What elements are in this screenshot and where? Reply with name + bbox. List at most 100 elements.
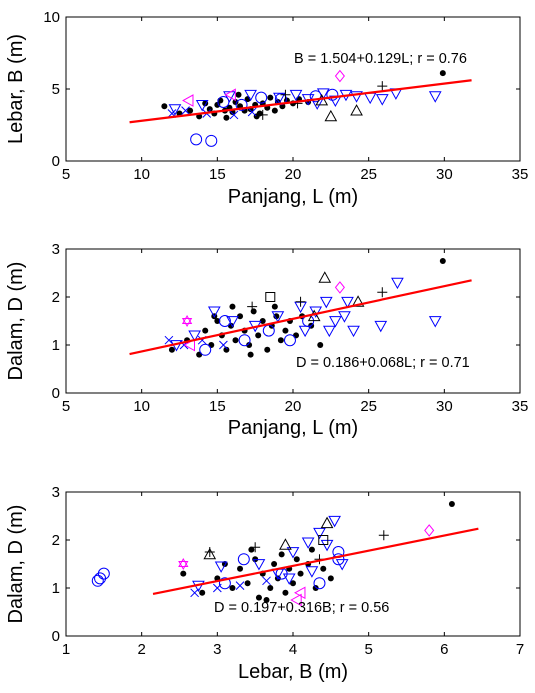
data-point-triangle-down <box>301 537 315 549</box>
data-point-triangle-left <box>290 593 302 607</box>
data-point-triangle-down <box>374 320 388 333</box>
data-point-triangle-down <box>226 316 239 328</box>
data-point-triangle-up <box>350 104 363 116</box>
data-point-triangle-down <box>316 88 330 100</box>
data-point-triangle-down <box>252 559 266 571</box>
data-point-dot <box>208 342 215 348</box>
y-tick-label: 2 <box>52 289 60 306</box>
regression-equation: B = 1.504+0.129L; r = 0.76 <box>294 51 467 67</box>
data-point-x <box>164 335 174 345</box>
data-point-dot <box>278 551 285 558</box>
data-point-triangle-down <box>319 296 333 309</box>
x-tick-label: 15 <box>209 166 226 183</box>
data-point-circle <box>238 334 251 347</box>
data-point-circle <box>94 572 107 585</box>
data-point-triangle-down <box>428 316 442 328</box>
data-point-triangle-down <box>341 296 354 309</box>
y-tick-label: 5 <box>52 81 60 98</box>
data-point-dot <box>214 318 221 324</box>
data-point-dot <box>297 570 304 577</box>
data-point-dot <box>229 303 236 310</box>
regression-line <box>129 79 472 124</box>
x-tick-label: 10 <box>133 166 150 183</box>
data-marks <box>129 258 472 358</box>
data-point-triangle-up <box>203 547 217 560</box>
data-point-dot <box>232 337 239 344</box>
data-point-dot <box>196 351 203 358</box>
data-point-triangle-down <box>223 91 236 103</box>
data-point-x <box>190 588 199 598</box>
data-marks <box>91 501 479 607</box>
data-point-x <box>212 583 222 593</box>
y-tick-label: 2 <box>52 532 60 549</box>
data-point-dot <box>187 107 194 114</box>
data-point-dot <box>271 303 278 310</box>
regression-line <box>129 279 472 356</box>
data-point-diamond <box>424 524 435 537</box>
data-point-circle <box>283 334 296 347</box>
data-point-x <box>229 110 239 120</box>
data-point-dot <box>282 589 289 596</box>
data-point-plus <box>378 530 389 541</box>
data-point-x <box>219 340 228 350</box>
x-tick-label: 6 <box>440 641 448 658</box>
data-point-dot <box>247 351 254 358</box>
data-point-triangle-down <box>363 92 377 105</box>
data-point-x <box>181 106 190 115</box>
data-point-triangle-down <box>188 330 201 342</box>
data-point-triangle-down <box>168 104 182 116</box>
data-point-triangle-down <box>391 277 404 290</box>
data-point-dot <box>277 337 284 344</box>
data-point-diamond <box>334 69 345 83</box>
data-point-dot <box>250 308 257 315</box>
data-point-dot <box>320 565 327 572</box>
data-point-dot <box>237 313 244 320</box>
data-point-plus <box>295 296 306 307</box>
x-tick-label: 5 <box>62 166 70 183</box>
data-point-dot <box>199 589 206 596</box>
data-point-triangle-down <box>207 306 221 318</box>
data-point-triangle-down <box>322 325 336 338</box>
x-tick-label: 1 <box>62 641 70 658</box>
x-axis-label: Panjang, L (m) <box>228 417 358 439</box>
data-point-triangle-down <box>286 547 300 559</box>
data-point-plus <box>250 542 261 553</box>
data-point-circle <box>237 553 250 566</box>
data-point-triangle-down <box>350 91 363 103</box>
x-tick-label: 3 <box>213 641 221 658</box>
x-tick-label: 25 <box>360 398 377 415</box>
data-point-dot <box>293 556 300 563</box>
data-marks <box>129 69 472 147</box>
y-tick-label: 1 <box>52 580 60 597</box>
data-point-triangle-down <box>305 566 319 578</box>
data-point-plus <box>377 81 388 92</box>
data-point-circle <box>91 574 104 587</box>
data-point-dot <box>271 107 278 114</box>
regression-equation: D = 0.197+0.316B; r = 0.56 <box>214 600 389 616</box>
data-point-plus <box>280 89 291 100</box>
data-point-dot <box>161 103 168 110</box>
data-point-triangle-up <box>279 538 292 550</box>
data-point-dot <box>255 332 262 339</box>
data-point-circle <box>97 567 110 580</box>
data-point-diamond <box>334 281 345 294</box>
x-axis-label: Panjang, L (m) <box>228 186 358 208</box>
data-point-dot <box>246 342 253 348</box>
x-tick-label: 5 <box>62 398 70 415</box>
data-point-dot <box>237 565 244 572</box>
data-point-dot <box>293 332 300 339</box>
data-point-circle <box>218 315 231 327</box>
x-tick-label: 5 <box>364 641 372 658</box>
data-point-triangle-down <box>214 561 228 573</box>
data-point-x <box>262 576 271 586</box>
y-axis-label: Dalam, D (m) <box>5 505 27 624</box>
data-point-circle <box>190 133 203 146</box>
data-point-plus <box>204 547 215 557</box>
y-tick-label: 0 <box>52 385 60 402</box>
x-tick-label: 30 <box>436 398 453 415</box>
data-point-triangle-down <box>320 539 334 552</box>
y-tick-label: 3 <box>52 484 60 501</box>
data-point-dot <box>244 580 251 587</box>
